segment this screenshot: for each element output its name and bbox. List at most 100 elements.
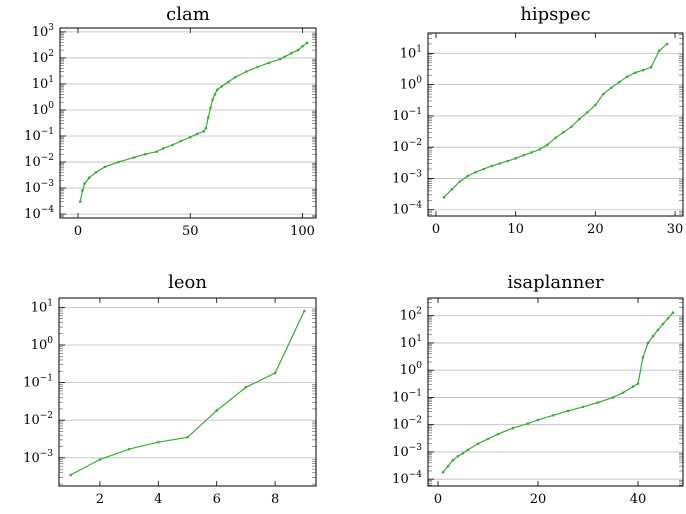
x-tick-label: 0	[434, 492, 442, 507]
y-tick-label: 10−1	[24, 127, 54, 144]
data-point	[641, 355, 645, 359]
data-point	[594, 103, 597, 107]
data-point	[466, 448, 470, 452]
data-point	[81, 189, 84, 192]
data-point	[144, 152, 147, 156]
data-point	[609, 86, 613, 89]
chart-title: hipspec	[520, 4, 590, 25]
data-point	[220, 85, 223, 88]
data-point	[209, 106, 212, 110]
data-point	[461, 451, 465, 455]
data-point	[570, 125, 573, 129]
x-tick-label: 20	[530, 492, 547, 507]
y-tick-label: 10−3	[23, 449, 53, 466]
data-point	[83, 182, 87, 185]
data-point	[283, 55, 286, 59]
data-point	[215, 88, 219, 92]
x-tick-label: 0	[432, 222, 440, 237]
data-point	[631, 385, 635, 388]
data-point	[103, 165, 107, 169]
data-point	[289, 52, 293, 55]
y-tick-label: 10−2	[392, 416, 422, 433]
series-line	[79, 42, 308, 202]
data-point	[506, 159, 509, 163]
data-point	[267, 61, 271, 65]
plot-frame	[427, 32, 684, 217]
chart-title: isaplanner	[507, 272, 604, 293]
y-tick-label: 10−2	[392, 138, 422, 155]
data-point	[451, 458, 455, 462]
data-point	[296, 48, 300, 52]
data-point	[657, 49, 661, 53]
data-point	[633, 71, 637, 75]
chart-title: clam	[166, 4, 210, 25]
data-point	[213, 93, 217, 96]
data-point	[649, 65, 653, 69]
data-point	[195, 132, 199, 136]
x-tick-label: 10	[507, 222, 524, 237]
x-tick-label: 40	[630, 492, 647, 507]
data-point	[204, 126, 208, 130]
chart-title: leon	[168, 272, 207, 293]
y-tick-label: 10−2	[24, 153, 54, 170]
data-point	[446, 464, 450, 468]
x-tick-label: 100	[290, 224, 315, 239]
y-tick-label: 102	[400, 307, 422, 324]
y-tick-label: 10−4	[392, 470, 422, 487]
data-point	[651, 334, 655, 338]
data-point	[636, 382, 640, 385]
data-point	[456, 454, 460, 458]
y-tick-label: 10−4	[24, 205, 54, 222]
data-point	[256, 65, 259, 69]
data-point	[303, 309, 306, 313]
y-tick-label: 101	[32, 75, 54, 92]
data-point	[490, 164, 494, 168]
data-point	[511, 426, 515, 430]
data-point	[596, 401, 600, 404]
data-point	[586, 111, 589, 114]
data-point	[127, 447, 131, 451]
data-point	[482, 167, 486, 171]
data-point	[566, 409, 570, 413]
y-tick-label: 103	[32, 23, 55, 40]
data-point	[215, 409, 219, 412]
data-point	[474, 170, 478, 174]
x-tick-label: 8	[271, 492, 279, 507]
data-point	[621, 391, 625, 394]
chart-leon: leon 10−3 10−2 10−1 100 101 2 4 6 8	[23, 272, 317, 507]
y-tick-label: 10−3	[392, 443, 422, 460]
y-tick-label: 10−3	[392, 169, 422, 186]
data-point	[554, 136, 557, 140]
data-point	[186, 436, 189, 439]
data-point	[602, 92, 605, 96]
chart-isaplanner: isaplanner 10−4 10−3 10−2 10−1 100 101 102 0 20 40	[392, 272, 684, 507]
data-point	[155, 150, 158, 153]
data-point	[245, 70, 248, 73]
data-point	[581, 405, 585, 409]
data-point	[530, 151, 533, 154]
x-tick-label: 2	[96, 492, 104, 507]
data-point	[514, 157, 517, 160]
data-point	[661, 322, 665, 326]
y-tick-label: 10−1	[392, 107, 422, 124]
data-point	[536, 418, 540, 422]
data-point	[526, 422, 530, 425]
data-point	[117, 160, 120, 164]
data-point	[305, 41, 309, 45]
x-tick-label: 30	[667, 222, 684, 237]
y-tick-label: 10−2	[23, 411, 53, 428]
data-point	[498, 162, 502, 165]
data-point	[442, 195, 446, 199]
plot-frame	[58, 297, 317, 487]
data-point	[578, 117, 581, 121]
y-tick-label: 101	[400, 44, 422, 61]
data-point	[98, 458, 102, 461]
data-point	[94, 171, 98, 174]
data-point	[562, 130, 565, 134]
series-line	[443, 43, 668, 198]
x-tick-label: 50	[182, 224, 199, 239]
y-tick-label: 101	[400, 334, 422, 351]
data-point	[656, 328, 660, 332]
x-tick-label: 0	[74, 224, 82, 239]
